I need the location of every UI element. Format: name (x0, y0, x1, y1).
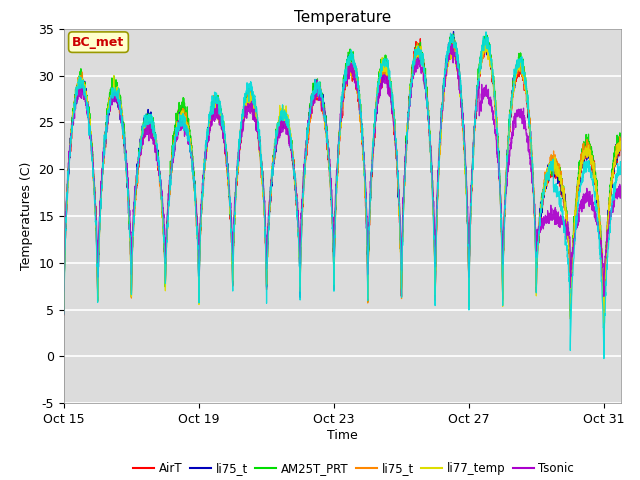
Y-axis label: Temperatures (C): Temperatures (C) (20, 162, 33, 270)
Title: Temperature: Temperature (294, 10, 391, 25)
Text: BC_met: BC_met (72, 36, 125, 48)
X-axis label: Time: Time (327, 429, 358, 442)
